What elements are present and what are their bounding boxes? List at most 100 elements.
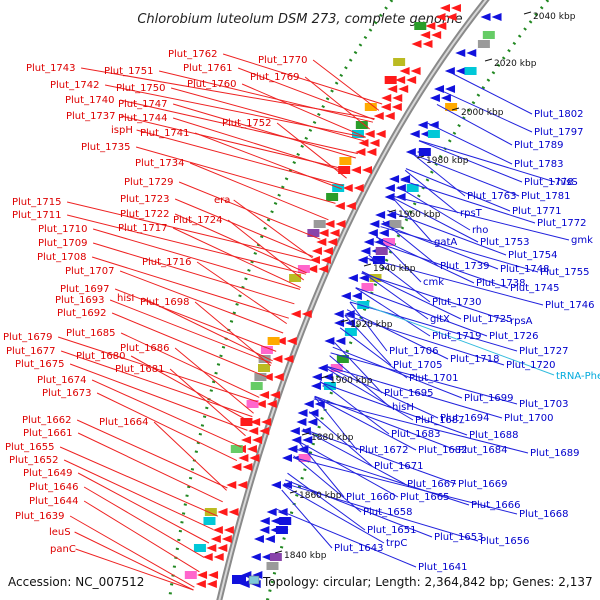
right-connector-line [387,210,507,256]
right-connector-line [339,327,408,379]
forward-gene-arrow [399,67,421,75]
right-connector-line [325,365,439,419]
gene-label-plut-1686: Plut_1686 [120,343,170,354]
gene-feature-layer [184,4,502,588]
kbp-marker-1980-kbp: 1980 kbp [426,156,469,166]
gene-label-plut-1739: Plut_1739 [440,261,490,272]
gene-category-block [482,31,495,39]
gene-label-gmk: gmk [571,235,593,246]
forward-gene-arrow [318,229,340,237]
gene-category-block [477,40,490,48]
gene-label-plut-1705: Plut_1705 [393,360,443,371]
left-connector-line [194,301,272,366]
gene-label-plut-1742: Plut_1742 [50,80,100,91]
left-connector-line [120,332,260,398]
gene-label-plut-1720: Plut_1720 [506,360,556,371]
gene-label-plut-1753: Plut_1753 [480,237,530,248]
left-connector-line [83,486,205,558]
gene-label-plut-1752: Plut_1752 [222,118,272,129]
gene-label-plut-1662: Plut_1662 [22,415,72,426]
gene-label-plut-1716: Plut_1716 [142,257,192,268]
forward-gene-arrow [439,4,461,12]
left-connector-line [91,379,242,448]
forward-gene-arrow [411,40,433,48]
gene-label-plut-1783: Plut_1783 [514,159,564,170]
right-connector-line [324,367,414,421]
left-connector-line [69,363,248,431]
reverse-gene-arrow [250,553,272,561]
gene-category-block [193,544,206,552]
gene-category-block [427,130,440,138]
forward-gene-arrow [197,571,219,579]
right-connector-line [319,381,390,435]
reverse-gene-arrow [317,364,339,372]
reverse-gene-arrow [389,175,411,183]
left-connector-line [142,297,273,362]
gene-label-plut-1665: Plut_1665 [400,492,450,503]
reverse-gene-arrow [324,337,346,345]
gene-label-gata: gatA [434,237,457,248]
gene-label-gltx: gltX [430,314,450,325]
forward-gene-arrow [241,436,263,444]
gene-label-plut-1660: Plut_1660 [346,492,396,503]
reverse-gene-arrow [405,148,427,156]
right-connector-line [405,168,511,212]
reverse-gene-arrow [241,571,263,579]
forward-gene-arrow [231,463,253,471]
gene-label-plut-1681: Plut_1681 [115,364,165,375]
gene-category-block [258,364,271,372]
reverse-gene-arrow [311,373,333,381]
reverse-gene-arrow [360,247,382,255]
right-connector-line [283,482,479,542]
gene-label-plut-1708: Plut_1708 [37,252,87,263]
right-connector-line [397,186,471,231]
gene-label-plut-1666: Plut_1666 [471,500,521,511]
kbp-tick [451,107,460,111]
gene-label-plut-1673: Plut_1673 [42,388,92,399]
gene-category-block [355,121,368,129]
right-connector-line [346,309,449,360]
kbp-marker-1900-kbp: 1900 kbp [330,376,373,386]
left-connector-line [174,198,314,258]
gene-label-plut-1724: Plut_1724 [173,215,223,226]
left-connector-line [59,446,219,517]
right-connector-line [302,428,406,485]
gene-label-era: era [214,195,230,206]
right-connector-line [344,314,505,366]
gene-label-plut-1693: Plut_1693 [55,295,105,306]
kbp-marker-2040-kbp: 2040 kbp [533,12,576,22]
reverse-gene-arrow [282,454,304,462]
gene-label-plut-1707: Plut_1707 [65,266,115,277]
left-connector-line [81,67,375,120]
right-connector-line [344,315,392,366]
right-connector-line [319,381,468,436]
kbp-marker-1880-kbp: 1880 kbp [311,433,354,443]
legend-swatch [248,575,260,585]
right-connector-line [292,457,518,515]
gene-category-block [254,373,267,381]
left-connector-line [169,368,246,437]
gene-label-plut-1802: Plut_1802 [534,109,584,120]
kbp-marker-2020-kbp: 2020 kbp [494,59,537,69]
kbp-tick [363,263,372,267]
kbp-tick [274,550,283,554]
right-connector-line [376,235,422,283]
gene-label-plut-1701: Plut_1701 [409,373,459,384]
left-connector-line [91,256,289,319]
gene-category-block [297,265,310,273]
accession-text: Accession: NC_007512 [8,575,144,589]
gene-category-block [414,22,427,30]
gene-label-plut-1761: Plut_1761 [183,63,233,74]
gene-category-block [307,229,320,237]
forward-gene-arrow [275,337,297,345]
gene-label-plut-1710: Plut_1710 [38,224,88,235]
reverse-gene-arrow [409,130,431,138]
gene-label-plut-1745: Plut_1745 [510,283,560,294]
right-connector-line [367,257,544,306]
left-connector-line [96,392,238,462]
reverse-gene-arrow [384,193,406,201]
right-connector-line [392,197,479,243]
reverse-gene-arrow [375,211,397,219]
